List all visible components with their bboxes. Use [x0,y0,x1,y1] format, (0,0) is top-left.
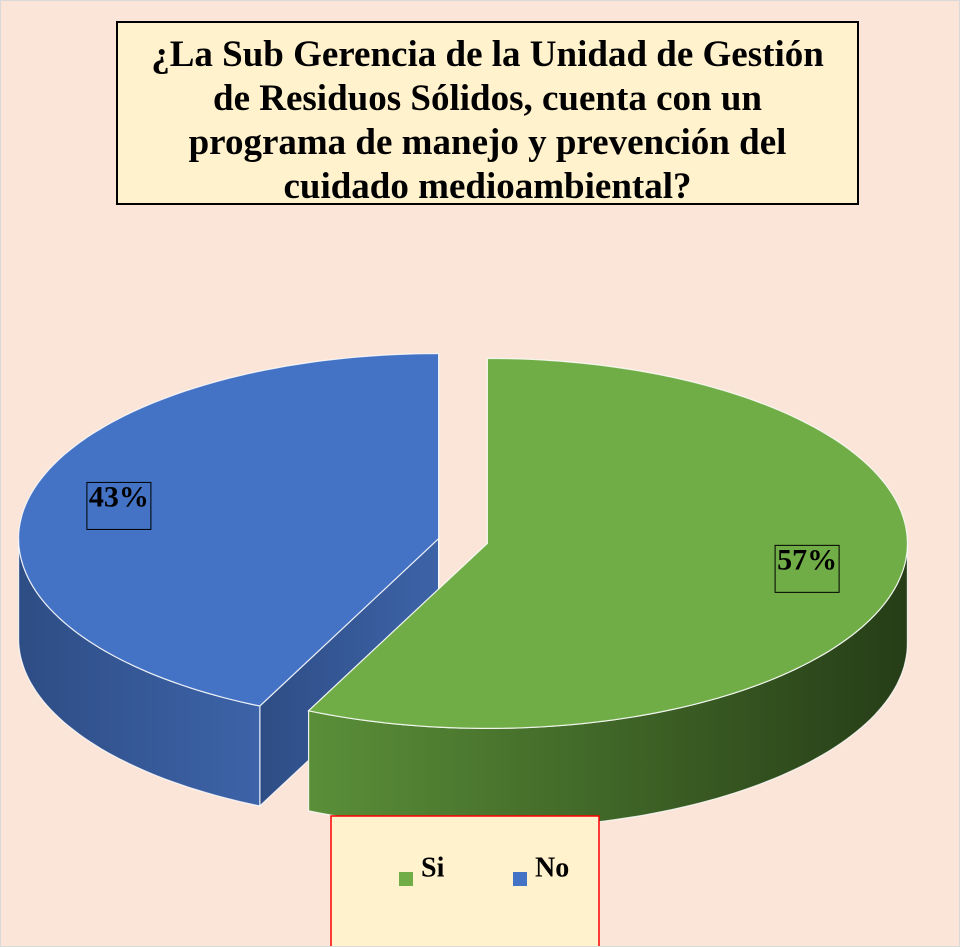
slice [307,357,909,729]
data-label: 43% [89,480,149,513]
data-label-box [774,544,840,593]
legend-swatch [513,872,527,886]
legend-swatch [399,872,413,886]
slice [17,352,440,707]
legend-label: Si [421,852,445,883]
data-label: 57% [777,543,837,576]
data-label-box [86,481,152,530]
legend-label: No [535,852,569,883]
legend-box [330,815,600,946]
chart-title: ¿La Sub Gerencia de la Unidad de Gestión… [116,21,859,207]
